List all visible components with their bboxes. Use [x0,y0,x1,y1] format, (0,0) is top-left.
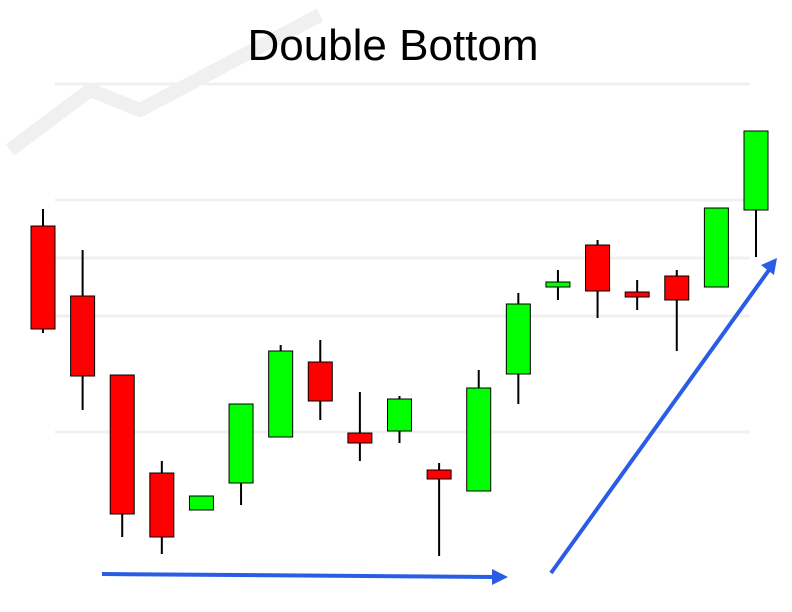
candle-body [30,225,56,330]
candle-body [426,469,452,480]
candle-body [387,398,412,432]
candle-body [545,281,571,288]
candle-body [703,207,729,288]
arrows [101,258,777,585]
candle-body [664,275,690,301]
candle-body [585,244,611,292]
candle-body [188,495,214,511]
candle-body [228,403,254,484]
candle-body [347,432,373,444]
candle-body [268,350,294,438]
candle-body [70,295,96,377]
background-watermark [5,8,750,434]
candle-body [149,472,175,538]
candle-body [743,130,769,211]
candle-body [505,303,531,375]
candle-body [624,291,650,298]
candle-body [109,374,135,515]
candle-body [466,387,492,492]
candle-body [307,361,333,402]
chart-title: Double Bottom [247,21,538,70]
